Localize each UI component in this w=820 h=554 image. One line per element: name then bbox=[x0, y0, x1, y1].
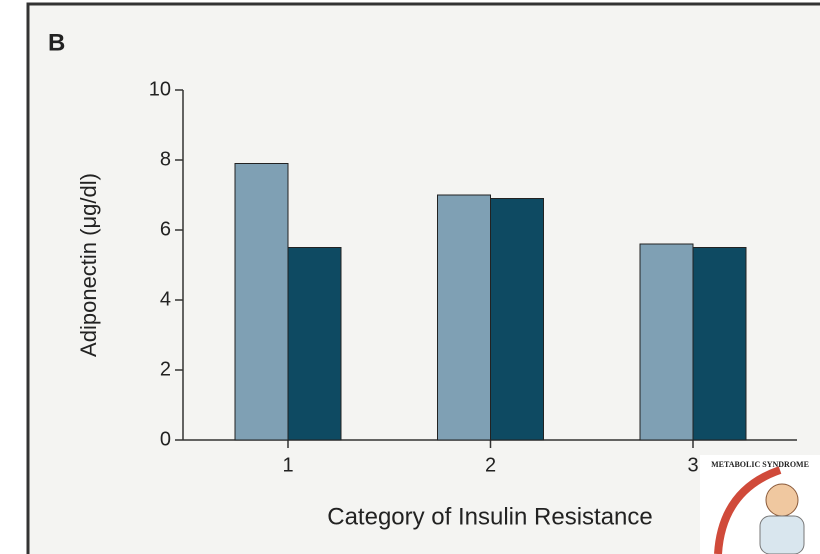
x-tick-label: 1 bbox=[282, 454, 293, 476]
y-tick-label: 6 bbox=[160, 218, 171, 240]
y-tick-label: 2 bbox=[160, 358, 171, 380]
bar bbox=[693, 248, 746, 441]
bar bbox=[491, 199, 544, 441]
y-tick-label: 0 bbox=[160, 428, 171, 450]
inset-face bbox=[766, 484, 798, 516]
y-tick-label: 4 bbox=[160, 288, 171, 310]
panel-label: B bbox=[48, 29, 65, 56]
chart: B Adiponectin (μg/dl) Category of Insuli… bbox=[0, 0, 820, 554]
y-axis-label: Adiponectin (μg/dl) bbox=[76, 173, 101, 357]
bar bbox=[288, 248, 341, 441]
inset-label: METABOLIC SYNDROME bbox=[711, 460, 809, 469]
inset-body bbox=[760, 516, 804, 554]
inset-thumbnail: METABOLIC SYNDROME bbox=[700, 455, 820, 554]
bar bbox=[235, 164, 288, 441]
y-tick-label: 10 bbox=[149, 78, 171, 100]
x-tick-label: 3 bbox=[687, 454, 698, 476]
x-axis-label: Category of Insulin Resistance bbox=[327, 503, 653, 530]
bar bbox=[640, 244, 693, 440]
x-tick-label: 2 bbox=[485, 454, 496, 476]
bar bbox=[438, 195, 491, 440]
y-tick-label: 8 bbox=[160, 148, 171, 170]
